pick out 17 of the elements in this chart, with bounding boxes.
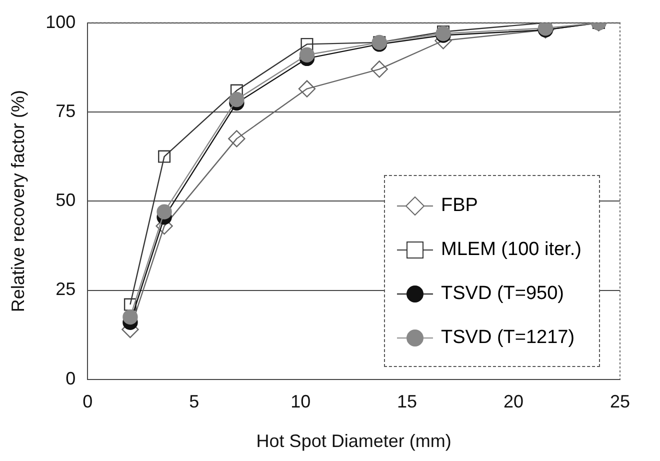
x-tick-label: 0	[82, 391, 93, 412]
x-tick-label: 20	[504, 391, 524, 412]
y-tick-label: 50	[56, 190, 76, 210]
y-tick-label: 0	[66, 368, 76, 388]
legend-label: TSVD (T=1217)	[441, 327, 575, 350]
y-tick-label: 75	[56, 100, 76, 121]
legend-label: TSVD (T=950)	[441, 283, 564, 306]
x-tick-label: 5	[189, 391, 200, 412]
y-axis-title: Relative recovery factor (%)	[8, 90, 28, 312]
x-tick-label: 15	[397, 391, 418, 412]
y-tick-label: 100	[46, 12, 76, 32]
legend-label: FBP	[441, 195, 478, 218]
y-tick-label: 25	[56, 279, 76, 300]
x-axis-title: Hot Spot Diameter (mm)	[256, 431, 452, 452]
x-tick-label: 10	[290, 391, 311, 412]
legend-label: MLEM (100 iter.)	[441, 239, 582, 262]
x-tick-label: 25	[610, 391, 630, 412]
